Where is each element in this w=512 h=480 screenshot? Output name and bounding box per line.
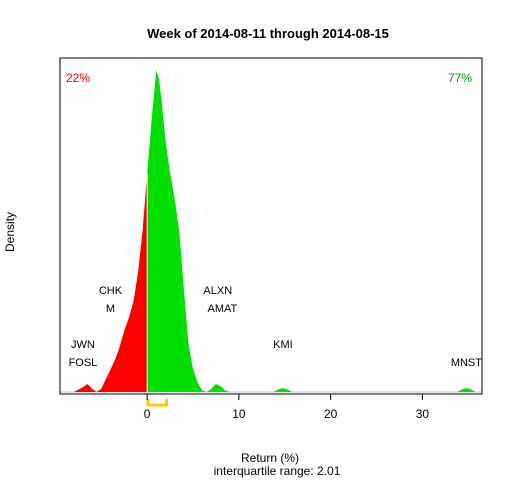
- iqr-subtitle: interquartile range: 2.01: [214, 464, 341, 478]
- stock-label: M: [106, 303, 115, 315]
- iqr-bracket: [146, 399, 169, 407]
- x-tick-label: 10: [232, 407, 246, 421]
- stock-label: FOSL: [69, 357, 98, 369]
- stock-label: KMI: [273, 339, 293, 351]
- stock-label: ALXN: [203, 285, 232, 297]
- x-tick-label: 0: [144, 407, 151, 421]
- positive-density-area: [147, 70, 476, 392]
- chart-title: Week of 2014-08-11 through 2014-08-15: [147, 26, 389, 41]
- stock-label: CHK: [99, 285, 123, 297]
- stock-label: MNST: [451, 357, 482, 369]
- negative-percent-label: 22%: [66, 71, 90, 85]
- x-tick-label: 30: [416, 407, 430, 421]
- x-tick-label: 20: [324, 407, 338, 421]
- plot-frame: [59, 57, 483, 395]
- y-axis-label: Density: [3, 212, 17, 252]
- x-axis: 0 10 20 30: [144, 394, 430, 421]
- negative-density-area: [73, 173, 148, 392]
- positive-percent-label: 77%: [448, 71, 472, 85]
- stock-label: JWN: [71, 339, 95, 351]
- x-axis-label: Return (%): [241, 451, 299, 465]
- stock-label: AMAT: [208, 303, 238, 315]
- plot-area: JWN FOSL CHK M ALXN AMAT KMI MNST: [60, 70, 482, 407]
